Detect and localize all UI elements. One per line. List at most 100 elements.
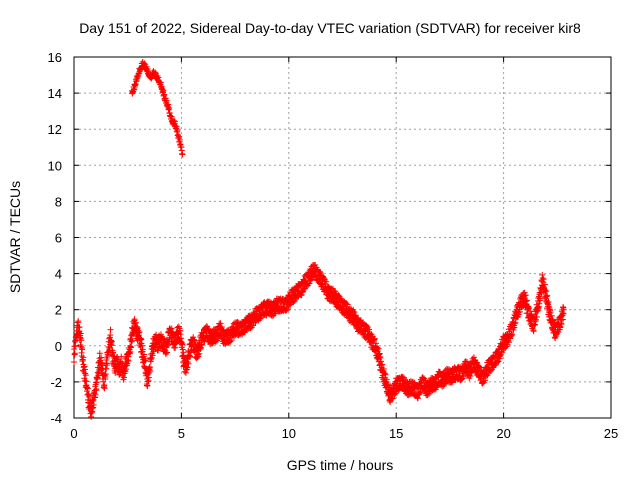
data-point [71, 350, 78, 357]
data-point [558, 321, 565, 328]
data-point [250, 322, 257, 329]
data-point [142, 357, 149, 364]
data-point [323, 278, 330, 285]
data-point [92, 391, 99, 398]
data-point [352, 312, 359, 319]
data-point [198, 342, 205, 349]
data-point [497, 352, 504, 359]
y-tick-label: 0 [55, 339, 62, 354]
data-points [71, 58, 567, 420]
data-point [385, 380, 392, 387]
data-point [179, 340, 186, 347]
data-point [127, 343, 134, 350]
data-point [545, 303, 552, 310]
data-point [231, 333, 238, 340]
data-point [467, 373, 474, 380]
x-tick-label: 0 [70, 426, 77, 441]
data-point [124, 356, 131, 363]
data-point [530, 328, 537, 335]
data-point [499, 349, 506, 356]
data-point [536, 300, 543, 307]
data-point [417, 389, 424, 396]
data-point [379, 361, 386, 368]
data-point [128, 343, 135, 350]
data-point [559, 316, 566, 323]
data-point [460, 373, 467, 380]
data-point [93, 387, 100, 394]
data-point [171, 118, 178, 125]
data-point [306, 280, 313, 287]
data-point [147, 368, 154, 375]
data-point [502, 344, 509, 351]
data-point [78, 343, 85, 350]
data-point [212, 338, 219, 345]
data-point [176, 136, 183, 143]
data-point [75, 318, 82, 325]
data-point [541, 281, 548, 288]
data-point [482, 377, 489, 384]
data-point [107, 332, 114, 339]
data-point [290, 298, 297, 305]
data-point [71, 359, 77, 366]
data-point [139, 346, 146, 353]
data-point [544, 292, 551, 299]
data-point [373, 340, 380, 347]
data-point [76, 324, 83, 331]
x-tick-label: 5 [178, 426, 185, 441]
data-point [166, 104, 173, 111]
data-point [195, 353, 202, 360]
data-point [316, 268, 323, 275]
data-point [548, 312, 555, 319]
x-tick-label: 25 [604, 426, 618, 441]
data-point [344, 301, 351, 308]
data-point [284, 305, 291, 312]
y-tick-label: 6 [55, 231, 62, 246]
data-point [543, 288, 550, 295]
y-tick-label: 10 [48, 158, 62, 173]
data-point [78, 353, 85, 360]
axis-ticks: 0 5 10 15 20 25 -4 -2 0 2 4 6 8 10 12 14 16 [48, 50, 619, 441]
data-point [227, 338, 234, 345]
data-point [509, 331, 516, 338]
chart-title: Day 151 of 2022, Sidereal Day-to-day VTE… [79, 20, 581, 36]
y-axis-title: SDTVAR / TECUs [7, 181, 23, 293]
data-point [559, 309, 566, 316]
data-point [351, 309, 358, 316]
data-point [470, 354, 477, 361]
data-point [102, 371, 109, 378]
data-point [79, 346, 86, 353]
data-point [139, 342, 146, 349]
data-point [129, 337, 136, 344]
data-point [136, 329, 143, 336]
data-point [155, 347, 162, 354]
data-point [144, 383, 151, 390]
data-point [96, 350, 103, 357]
data-point [505, 339, 512, 346]
data-point [257, 315, 264, 322]
y-tick-label: -4 [50, 411, 62, 426]
data-point [416, 389, 423, 396]
x-axis-title: GPS time / hours [287, 457, 394, 473]
data-point [228, 337, 235, 344]
data-point [107, 326, 114, 333]
data-point [84, 385, 91, 392]
data-point [462, 358, 469, 365]
data-point [516, 308, 523, 315]
data-point [82, 372, 89, 379]
data-point [164, 349, 171, 356]
data-point [547, 309, 554, 316]
data-point [533, 313, 540, 320]
data-point [424, 392, 431, 399]
data-point [88, 413, 95, 420]
y-tick-label: 14 [48, 86, 62, 101]
data-point [298, 291, 305, 298]
data-point [112, 369, 119, 376]
data-point [125, 357, 132, 364]
data-point [179, 346, 186, 353]
data-point [161, 335, 168, 342]
data-point [82, 377, 89, 384]
data-point [89, 405, 96, 412]
data-point [343, 300, 350, 307]
y-tick-label: 4 [55, 267, 62, 282]
